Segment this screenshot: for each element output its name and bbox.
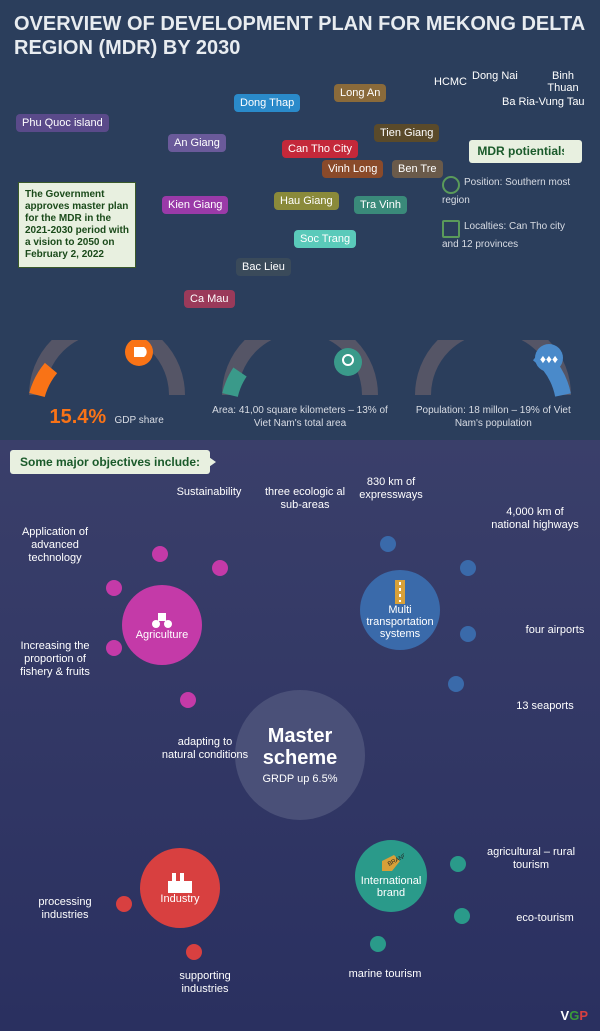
hub-item-label: agricultural – rural tourism (486, 846, 576, 872)
province-label: Long An (334, 84, 386, 102)
objectives-label: Some major objectives include: (10, 450, 590, 474)
gauge-gdp: 15.4% GDP share (17, 340, 197, 430)
hub-transport: Multi transportation systems (360, 570, 440, 650)
hub-item-dot (212, 560, 228, 576)
province-label: Kien Giang (162, 196, 228, 214)
hub-brand: BRAND International brand (355, 840, 427, 912)
province-label: Soc Trang (294, 230, 356, 248)
bottom-section: Some major objectives include: Master sc… (0, 440, 600, 1031)
hub-item-dot (106, 580, 122, 596)
province-label: Ca Mau (184, 290, 235, 308)
hub-item-label: Sustainability (164, 486, 254, 499)
logo-vgp: VGP (561, 1008, 588, 1023)
province-label: Bac Lieu (236, 258, 291, 276)
top-section: OVERVIEW OF DEVELOPMENT PLAN FOR MEKONG … (0, 0, 600, 440)
province-label: Phu Quoc island (16, 114, 109, 132)
hub-agriculture: Agriculture (122, 585, 202, 665)
hub-item-dot (180, 692, 196, 708)
hub-industry: Industry (140, 848, 220, 928)
province-label: Dong Nai (472, 70, 518, 82)
province-label: Tien Giang (374, 124, 439, 142)
hub-item-label: four airports (510, 624, 600, 637)
hub-item-dot (116, 896, 132, 912)
province-label: Can Tho City (282, 140, 358, 158)
potential-localities: Localties: Can Tho city and 12 provinces (442, 220, 582, 251)
province-label: HCMC (434, 76, 467, 88)
hub-item-dot (152, 546, 168, 562)
hub-item-dot (454, 908, 470, 924)
hub-item-dot (370, 936, 386, 952)
hub-item-label: processing industries (20, 896, 110, 922)
hub-item-dot (380, 536, 396, 552)
province-label: Ba Ria-Vung Tau (502, 96, 585, 108)
hub-item-label: 13 seaports (500, 700, 590, 713)
province-label: Vinh Long (322, 160, 383, 178)
map-area: The Government approves master plan for … (14, 68, 586, 308)
hub-item-dot (106, 640, 122, 656)
hub-item-dot (448, 676, 464, 692)
province-label: Dong Thap (234, 94, 300, 112)
svg-text:♦♦♦: ♦♦♦ (540, 352, 558, 366)
page-title: OVERVIEW OF DEVELOPMENT PLAN FOR MEKONG … (14, 12, 586, 60)
province-label: Binh Thuan (540, 70, 586, 94)
province-label: Ben Tre (392, 160, 443, 178)
hub-item-dot (450, 856, 466, 872)
province-label: Tra Vinh (354, 196, 407, 214)
gauges-row: 15.4% GDP share Area: 41,00 square kilom… (0, 340, 600, 430)
hub-item-label: 830 km of expressways (346, 476, 436, 502)
master-scheme-bubble: Master scheme GRDP up 6.5% (235, 690, 365, 820)
hub-item-dot (460, 560, 476, 576)
hub-item-label: supporting industries (160, 970, 250, 996)
hub-item-label: Increasing the proportion of fishery & f… (10, 640, 100, 680)
potential-position: Position: Southern most region (442, 176, 582, 207)
hub-item-label: marine tourism (340, 968, 430, 981)
hub-item-label: 4,000 km of national highways (490, 506, 580, 532)
province-label: An Giang (168, 134, 226, 152)
gov-callout: The Government approves master plan for … (18, 182, 136, 268)
gauge-population: ♦♦♦ Population: 18 millon – 19% of Viet … (403, 340, 583, 430)
hub-item-label: three ecologic al sub-areas (260, 486, 350, 512)
hub-item-label: Application of advanced technology (10, 526, 100, 566)
hub-item-dot (186, 944, 202, 960)
hub-item-dot (460, 626, 476, 642)
gauge-area: Area: 41,00 square kilometers – 13% of V… (210, 340, 390, 430)
hub-item-label: eco-tourism (500, 912, 590, 925)
mdr-potentials-label: MDR potientials (469, 140, 582, 163)
province-label: Hau Giang (274, 192, 339, 210)
hub-item-label: adapting to natural conditions (160, 736, 250, 762)
